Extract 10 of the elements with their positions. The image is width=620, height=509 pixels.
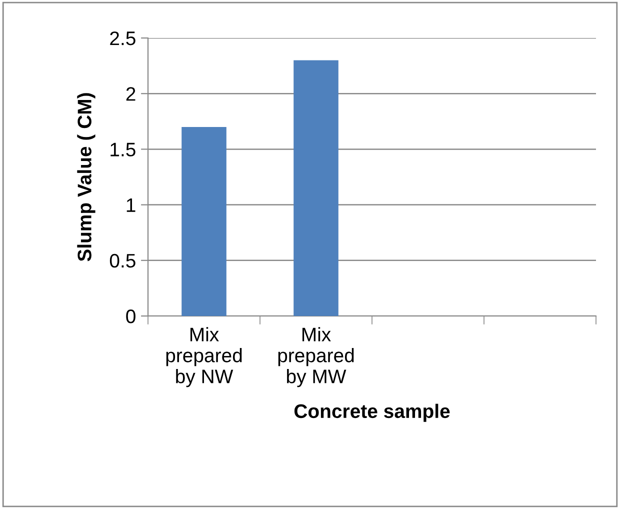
- x-tick-label: Mix prepared by MW: [278, 327, 354, 388]
- y-axis-title: Slump Value ( CM): [77, 93, 96, 262]
- y-tick-label: 1: [126, 198, 136, 212]
- y-tick-label: 0: [126, 309, 136, 324]
- y-tick-label: 2: [126, 87, 136, 101]
- y-tick-label: 1.5: [110, 142, 136, 156]
- x-axis-title: Concrete sample: [294, 404, 450, 422]
- y-tick-label: 2.5: [110, 31, 136, 46]
- x-tick-label: Mix prepared by NW: [166, 327, 242, 388]
- y-tick-label: 0.5: [110, 254, 136, 268]
